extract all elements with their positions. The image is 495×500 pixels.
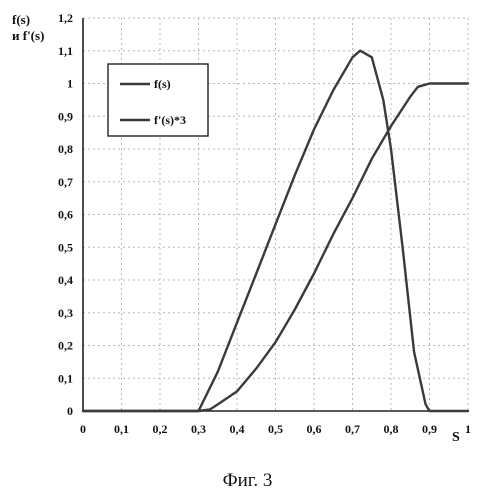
y-tick-label: 0,4 [58,273,73,287]
x-tick-label: 0,7 [345,422,360,436]
x-tick-label: 1 [465,422,471,436]
figure-caption: Фиг. 3 [0,470,495,492]
chart: 0 0,1 0,2 0,3 0,4 0,5 0,6 0,7 0,8 0,9 1 0 0,1 0,2 0,3 0… [0,0,495,465]
y-tick-label: 0,7 [58,175,73,189]
y-tick-label: 0,2 [58,339,73,353]
x-tick-label: 0,6 [307,422,322,436]
y-tick-label: 0,6 [58,208,73,222]
x-axis-title: S [452,430,460,445]
x-tick-label: 0 [80,422,86,436]
y-tick-label: 0,5 [58,240,73,254]
y-tick-label: 1,2 [58,11,73,25]
x-tick-label: 0,4 [230,422,245,436]
y-tick-label: 0,8 [58,142,73,156]
x-tick-label: 0,9 [422,422,437,436]
x-tick-label: 0,2 [153,422,168,436]
y-tick-label: 0,3 [58,306,73,320]
x-tick-label: 0,8 [384,422,399,436]
x-tick-label: 0,3 [191,422,206,436]
y-tick-label: 0,1 [58,371,73,385]
x-tick-label: 0,5 [268,422,283,436]
legend-label: f(s) [154,77,171,91]
y-tick-label: 0,9 [58,109,73,123]
y-tick-label: 0 [67,404,73,418]
y-tick-label: 1 [67,77,73,91]
legend-label: f'(s)*3 [154,113,186,127]
x-tick-label: 0,1 [114,422,129,436]
y-tick-label: 1,1 [58,44,73,58]
legend: f(s) f'(s)*3 [108,64,208,136]
